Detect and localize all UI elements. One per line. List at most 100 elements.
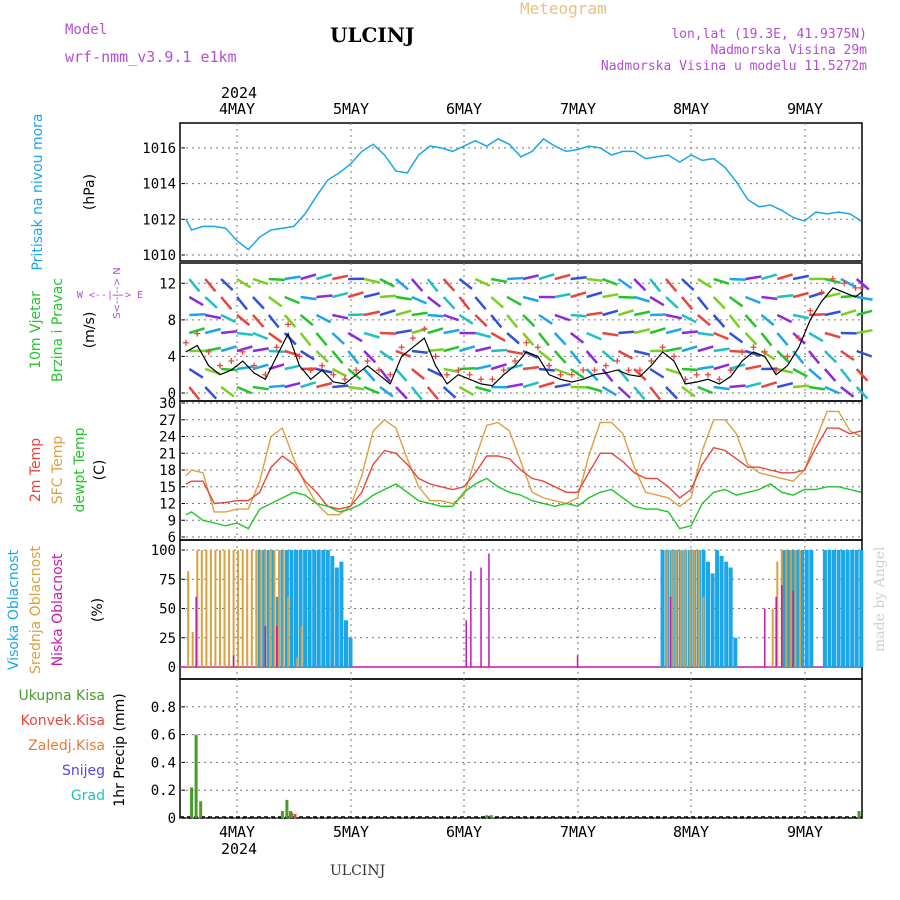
wind-barb [761,273,778,281]
y-tick-label: 24 [159,430,176,446]
wind-barb [507,276,524,281]
top-day-label: 5MAY [333,100,369,118]
cloud-high-bar [321,550,326,667]
wind-barb [506,332,520,345]
precip-legend-item: Zaledj.Kisa [28,738,105,754]
wind-gust-marker [614,358,621,364]
wind-barb [220,278,234,292]
wind-barb [823,368,837,382]
wind-gust-marker [375,367,382,374]
wind-barb [601,350,616,363]
wind-barb [554,367,571,376]
wind-barb [617,386,632,399]
wind-barb [633,349,651,356]
wind-barb [379,331,397,335]
wind-barb [442,278,456,292]
wind-barb [395,278,409,291]
y-tick-label: 0.6 [151,728,176,744]
wind-barb [824,350,838,364]
cloud-axis-label-3: Niska Oblacnost [50,553,66,666]
wind-barb [189,313,206,317]
cloud-mid-bar [228,550,231,667]
precip-legend-item: Konvek.Kisa [21,713,105,729]
station-title: ULCINJ [330,23,415,47]
cloud-high-bar [836,550,841,667]
wind-barb [220,330,238,335]
cloud-high-bar [262,550,267,667]
top-day-label: 9MAY [787,100,823,118]
pressure-panel [179,122,863,262]
wind-barb [475,346,492,353]
wind-barb [792,313,810,320]
wind-barb [777,367,794,374]
cloud-high-bar [782,550,787,667]
cloud-high-bar [307,550,312,667]
wind-barb [665,346,682,353]
cloud-low-bar [264,626,267,667]
cloud-high-bar [804,550,809,667]
wind-gust-marker [251,362,258,369]
cloud-mid-bar [246,550,249,667]
cloud-high-bar [330,555,335,667]
wind-barb [458,296,471,311]
wind-gust-marker [398,344,405,351]
wind-barb [220,385,235,398]
wind-barb [458,278,473,290]
cloud-mid-bar [679,550,682,667]
wind-gust-marker [761,348,768,355]
cloud-mid-bar [300,626,303,667]
wind-barb [601,368,614,383]
wind-barb [474,296,487,311]
wind-barb [474,277,491,287]
wind-gust-marker [705,371,712,378]
precip-legend-item: Ukupna Kisa [18,688,105,704]
cloud-high-bar [284,550,289,667]
y-tick-label: 1012 [142,212,176,228]
cloud-high-bar [800,550,805,667]
wind-barb [713,331,729,341]
wind-gust-marker [659,344,666,351]
wind-barb [697,314,711,327]
top-day-label: 4MAY [219,100,255,118]
wind-barb [855,368,869,382]
wind-barb [316,294,333,299]
wind-barb [808,331,824,343]
wind-barb [792,350,805,365]
wind-barb [411,349,428,354]
cloud-mid-bar [232,550,235,667]
wind-barb [363,368,376,382]
wind-barb [649,278,662,293]
wind-barb [379,309,396,317]
wind-barb [522,332,535,347]
wind-gust-marker [591,367,598,374]
wind-barb [283,314,297,328]
wind-barb [268,384,285,389]
cloud-mid-bar [223,550,226,667]
wind-barb [204,346,222,353]
wind-gust-marker [307,367,314,374]
wind-barb [585,350,599,364]
precip-total-bar [489,815,493,818]
wind-gust-marker [682,376,689,383]
wind-barb [506,314,519,329]
wind-barb [443,367,460,374]
wind-barb [221,367,238,372]
wind-gust-marker [455,367,462,374]
wind-barb [394,368,408,382]
wind-barb [728,331,744,344]
wind-barb [252,385,269,391]
wind-barb [824,292,841,299]
wind-barb [761,295,778,301]
wind-gust-marker [478,376,485,383]
wind-barb [697,365,714,371]
wind-barb [332,313,349,320]
wind-barb [363,291,380,299]
wind-gust-marker [739,348,746,355]
wind-barb [474,331,492,339]
model-label: Model [65,22,107,38]
wind-gust-marker [409,335,416,342]
wind-barb [586,291,603,299]
wind-barb [395,309,412,317]
cloud-low-bar [195,596,197,667]
cloud-high-bar [325,550,330,667]
